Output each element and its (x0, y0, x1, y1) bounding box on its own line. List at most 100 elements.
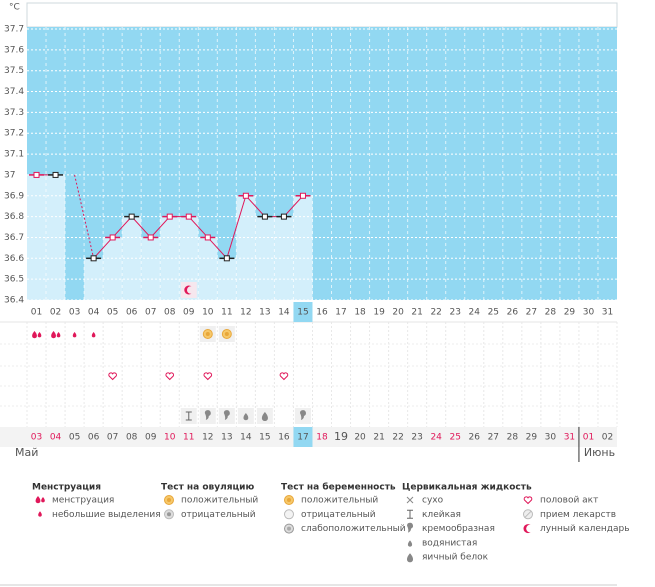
legend-item: отрицательный (181, 510, 256, 520)
dry-icon (406, 496, 414, 504)
egg-white-icon (261, 412, 268, 421)
egg-white-icon (406, 553, 414, 563)
heart-icon (203, 372, 213, 381)
date-label: 21 (373, 433, 384, 443)
x-tick-label: 17 (335, 308, 346, 318)
legend-item: менструация (52, 496, 114, 506)
y-tick-label: 37.5 (4, 66, 24, 76)
date-label: 19 (334, 430, 348, 443)
bar (103, 237, 123, 300)
point (223, 255, 230, 262)
date-label: 20 (354, 433, 366, 443)
preg-weak-core (287, 526, 291, 531)
y-tick-label: 37.2 (4, 129, 24, 139)
y-tick-label: 37 (4, 170, 15, 180)
date-label: 01 (583, 433, 594, 443)
y-tick-label: 36.8 (4, 212, 24, 222)
y-tick-label: 36.7 (4, 233, 24, 243)
watery-icon (407, 540, 413, 547)
x-tick-label: 22 (430, 308, 441, 318)
bar (217, 258, 237, 300)
y-tick-label: 37.7 (4, 25, 24, 35)
x-tick-label: 18 (354, 308, 366, 318)
x-tick-label: 19 (373, 308, 385, 318)
legend-item: прием лекарств (540, 510, 616, 520)
legend-item: яичный белок (422, 553, 489, 563)
x-tick-label: 04 (88, 308, 100, 318)
point (204, 234, 211, 241)
ovulation-core (167, 512, 171, 517)
x-tick-label: 27 (526, 308, 537, 318)
point (52, 171, 59, 178)
date-label: 27 (488, 433, 499, 443)
creamy-icon (407, 522, 413, 533)
point (261, 213, 268, 220)
heart-icon (523, 496, 533, 505)
heart-icon (279, 372, 289, 381)
ovulation-core (287, 498, 291, 502)
legend-item: водянистая (422, 538, 477, 548)
menstruation-icon (56, 332, 61, 338)
creamy-icon (204, 410, 211, 420)
x-tick-label: 26 (507, 308, 519, 318)
heart-icon (165, 372, 175, 381)
point (147, 234, 154, 241)
date-label: 15 (259, 433, 270, 443)
date-label: 28 (507, 433, 519, 443)
pill-line (524, 510, 532, 518)
menstruation-icon (51, 331, 56, 339)
date-label: 29 (526, 433, 538, 443)
legend-item: клейкая (422, 510, 461, 520)
day-row-bg (27, 302, 617, 322)
y-tick-label: 36.5 (4, 275, 24, 285)
date-label: 22 (392, 433, 403, 443)
legend-item: отрицательный (301, 510, 376, 520)
preg-neg-icon (284, 509, 294, 520)
x-tick-label: 08 (164, 308, 176, 318)
chart-top (26, 2, 618, 28)
x-tick-label: 31 (602, 308, 613, 318)
date-label: 26 (469, 433, 481, 443)
legend-item: слабоположительный (301, 524, 406, 534)
x-tick-label: 25 (488, 308, 499, 318)
sticky-icon (407, 509, 413, 519)
legend-title: Тест на беременность (281, 482, 396, 493)
date-label: 23 (411, 433, 422, 443)
point (242, 192, 249, 199)
legend-title: Цервикальная жидкость (402, 483, 532, 493)
bar (198, 237, 218, 300)
date-label: 14 (240, 433, 252, 443)
moon-cut (526, 524, 534, 533)
point (33, 171, 40, 178)
y-tick-label: 37.4 (4, 87, 24, 97)
bar (84, 258, 104, 300)
x-tick-label: 03 (69, 308, 80, 318)
bar (293, 195, 313, 300)
ovulation-core (224, 332, 229, 336)
x-tick-label: 15 (297, 308, 308, 318)
legend-title: Менструация (32, 483, 101, 493)
y-tick-label: 37.3 (4, 108, 24, 118)
creamy-icon (223, 410, 230, 420)
spotting-icon (72, 332, 77, 338)
legend-item: кремообразная (422, 524, 495, 534)
menstruation-icon (32, 331, 37, 339)
ovulation-core (205, 332, 210, 336)
month-label: Июнь (584, 446, 615, 459)
date-label: 03 (31, 433, 42, 443)
legend-item: положительный (181, 496, 258, 506)
x-tick-label: 02 (50, 308, 61, 318)
date-label: 25 (449, 433, 460, 443)
legend-title: Тест на овуляцию (161, 483, 254, 493)
legend-item: сухо (422, 496, 444, 506)
moon-cut (186, 286, 195, 294)
x-tick-label: 06 (126, 308, 138, 318)
date-label: 30 (545, 433, 557, 443)
date-label: 06 (88, 433, 100, 443)
point (166, 213, 173, 220)
y-tick-label: 37.6 (4, 45, 24, 55)
heart-icon (108, 372, 117, 381)
point (109, 234, 116, 241)
x-tick-label: 16 (316, 308, 328, 318)
